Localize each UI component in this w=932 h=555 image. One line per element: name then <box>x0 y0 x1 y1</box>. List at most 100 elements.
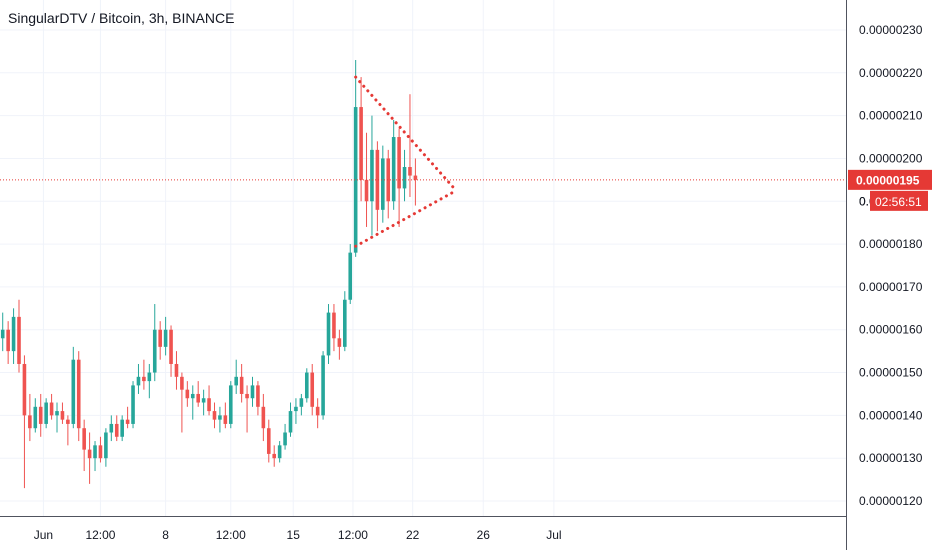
candle-body <box>402 167 407 189</box>
y-tick-label-partial: 0. <box>859 194 869 208</box>
candle-body <box>82 428 86 450</box>
candle-body <box>370 149 374 202</box>
candle-body <box>66 419 70 424</box>
candle-body <box>114 423 119 437</box>
candle-body <box>256 385 260 407</box>
y-tick-label: 0.00000130 <box>859 451 923 465</box>
x-tick-label: Jul <box>546 528 561 542</box>
x-tick-label: 12:00 <box>338 528 368 542</box>
x-tick-label: 8 <box>162 528 169 542</box>
candle-body <box>196 393 200 403</box>
candle-body <box>136 376 141 386</box>
candle-body <box>11 316 16 352</box>
candle-body <box>326 312 331 356</box>
candle-body <box>201 398 206 403</box>
candle-body <box>261 406 266 429</box>
candle-body <box>142 376 146 382</box>
x-tick-label: 22 <box>406 528 420 542</box>
candle-body <box>228 385 233 424</box>
x-tick-label: 26 <box>477 528 491 542</box>
candle-body <box>299 398 304 407</box>
candle-body <box>169 329 173 364</box>
countdown-badge <box>870 190 928 211</box>
y-tick-label: 0.00000210 <box>859 109 923 123</box>
candle-body <box>158 329 162 347</box>
candle-body <box>277 445 282 459</box>
candle-body <box>93 445 97 459</box>
x-tick-label: 12:00 <box>216 528 246 542</box>
candle-body <box>218 415 222 420</box>
candle-body <box>71 359 76 424</box>
y-tick-label: 0.00000150 <box>859 366 923 380</box>
y-tick-label: 0.00000220 <box>859 66 923 80</box>
candle-body <box>87 449 92 459</box>
candle-body <box>212 411 217 420</box>
candle-body <box>266 428 271 454</box>
y-tick-label: 0.00000200 <box>859 151 923 165</box>
candle-body <box>272 453 277 459</box>
candle-body <box>76 359 81 429</box>
candle-body <box>152 329 157 373</box>
candle-body <box>125 419 130 424</box>
candle-body <box>28 415 32 429</box>
candle-body <box>98 445 103 459</box>
candle-body <box>174 363 179 377</box>
candle-body <box>0 329 5 339</box>
candle-body <box>17 316 21 364</box>
x-tick-label: 15 <box>287 528 301 542</box>
candle-body <box>33 406 38 429</box>
candle-body <box>44 402 48 424</box>
candle-body <box>359 107 363 180</box>
candle-body <box>180 376 184 390</box>
candle-body <box>131 385 135 424</box>
candle-body <box>375 149 380 210</box>
y-tick-label: 0.00000180 <box>859 237 923 251</box>
candle-body <box>408 167 412 176</box>
candle-body <box>223 415 228 424</box>
candle-body <box>245 393 249 399</box>
candle-body <box>321 355 325 416</box>
candle-body <box>190 393 195 399</box>
candle-body <box>185 389 190 399</box>
candle-body <box>304 372 309 399</box>
triangle-lower-line <box>354 189 458 248</box>
candle-body <box>413 175 418 180</box>
candle-body <box>104 432 108 459</box>
candle-body <box>310 372 315 407</box>
candle-body <box>294 406 298 412</box>
y-tick-label: 0.00000120 <box>859 494 923 508</box>
candle-body <box>163 329 168 347</box>
candle-body <box>348 252 353 300</box>
candle-body <box>147 372 152 382</box>
candle-body <box>6 329 10 352</box>
candle-body <box>337 338 342 347</box>
candle-body <box>332 312 336 339</box>
candle-body <box>207 398 211 412</box>
candle-body <box>381 158 385 210</box>
candle-body <box>364 179 369 202</box>
y-tick-label: 0.00000160 <box>859 323 923 337</box>
x-tick-label: 12:00 <box>85 528 115 542</box>
candle-body <box>239 376 244 394</box>
candle-body <box>49 402 54 416</box>
y-tick-label: 0.00000230 <box>859 23 923 37</box>
candle-body <box>234 376 239 386</box>
candle-body <box>343 299 347 347</box>
candle-body <box>38 406 43 424</box>
y-tick-label: 0.00000170 <box>859 280 923 294</box>
candle-body <box>386 158 391 202</box>
candle-body <box>120 419 124 437</box>
candle-body <box>109 423 114 433</box>
candle-body <box>250 385 255 399</box>
chart-title: SingularDTV / Bitcoin, 3h, BINANCE <box>8 10 235 26</box>
candle-body <box>22 363 27 416</box>
y-tick-label: 0.00000140 <box>859 408 923 422</box>
triangle-upper-line <box>354 75 458 193</box>
candle-body <box>55 411 59 416</box>
candle-body <box>288 411 293 433</box>
candle-body <box>283 432 287 446</box>
current-price-badge <box>848 169 932 190</box>
candle-body <box>315 406 320 416</box>
